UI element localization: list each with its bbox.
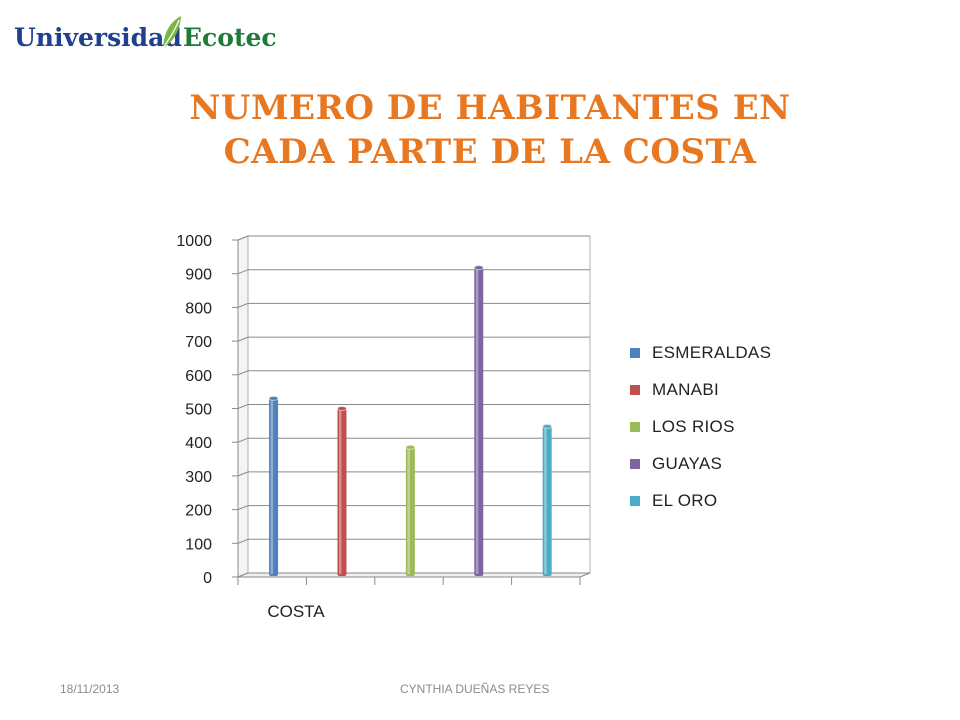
bar-body (542, 426, 552, 576)
bar-body (405, 447, 415, 576)
bar-body (269, 398, 279, 576)
bar-highlight (407, 449, 410, 574)
logo-text-ecotec: Ecotec (183, 23, 277, 52)
bar-cap (542, 423, 553, 429)
y-tick-label: 100 (185, 536, 212, 553)
slide-title-line-1: NUMERO DE HABITANTES EN (189, 88, 791, 128)
bar-highlight (544, 428, 547, 574)
legend-item-esmeraldas: ESMERALDAS (630, 334, 830, 371)
bar-cap (268, 395, 279, 401)
y-tick-label: 900 (185, 267, 212, 284)
bar-highlight (338, 410, 342, 574)
logo-text-universidad: Universidad (14, 23, 182, 52)
legend-swatch (630, 495, 640, 506)
y-tick-label: 0 (203, 570, 212, 587)
bar-highlight (475, 269, 479, 574)
y-tick-label: 800 (185, 300, 212, 317)
y-tick-label: 200 (185, 503, 212, 520)
y-tick-label: 400 (185, 435, 212, 452)
legend-label: EL ORO (652, 490, 718, 510)
bar-body (337, 408, 347, 576)
bar-manabi (336, 406, 347, 576)
chart-legend: ESMERALDAS MANABI LOS RIOS GUAYAS EL ORO (630, 334, 830, 519)
gridline (237, 235, 590, 241)
y-tick-label: 500 (185, 402, 212, 419)
legend-item-los-rios: LOS RIOS (630, 408, 830, 445)
footer-author: CYNTHIA DUEÑAS REYES (400, 682, 550, 696)
legend-label: ESMERALDAS (652, 342, 772, 362)
bar-los-rios (405, 444, 416, 576)
bar-el-oro (542, 423, 553, 576)
bar-cap (336, 406, 347, 411)
legend-label: GUAYAS (652, 453, 723, 473)
bar-body (474, 267, 484, 576)
y-tick-label: 600 (185, 368, 212, 385)
leaf-icon (162, 16, 181, 49)
legend-label: MANABI (652, 379, 719, 399)
university-logo: Universidad Ecotec (14, 12, 289, 54)
slide-title: NUMERO DE HABITANTES EN CADA PARTE DE LA… (100, 86, 880, 174)
bar-guayas (473, 265, 484, 576)
bar-cap (405, 444, 416, 450)
y-tick-label: 1000 (176, 233, 212, 250)
legend-swatch (630, 384, 640, 395)
legend-swatch (630, 458, 640, 469)
legend-swatch (630, 347, 640, 358)
x-category-label: COSTA (267, 602, 325, 621)
legend-item-el-oro: EL ORO (630, 482, 830, 519)
y-tick-label: 700 (185, 334, 212, 351)
footer-date: 18/11/2013 (60, 682, 120, 696)
slide-title-line-2: CADA PARTE DE LA COSTA (223, 132, 757, 172)
legend-item-manabi: MANABI (630, 371, 830, 408)
legend-label: LOS RIOS (652, 416, 735, 436)
bar-highlight (270, 400, 274, 574)
bar-esmeraldas (268, 395, 279, 576)
legend-swatch (630, 421, 640, 432)
bar-cap (473, 265, 484, 271)
y-tick-label: 300 (185, 469, 212, 486)
legend-item-guayas: GUAYAS (630, 445, 830, 482)
